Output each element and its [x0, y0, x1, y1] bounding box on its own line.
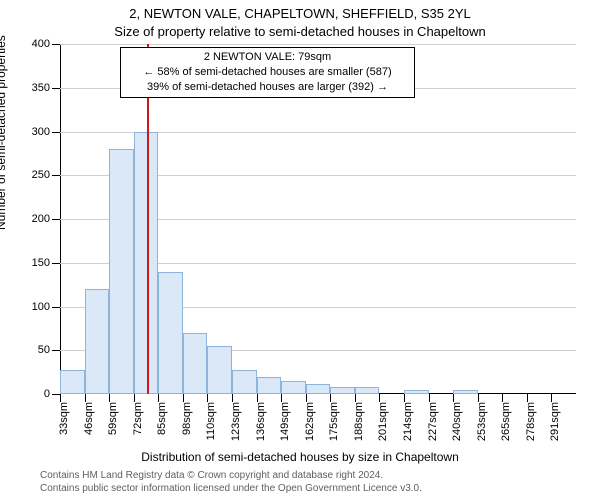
x-tick-label: 265sqm: [500, 402, 512, 441]
histogram-bar: [330, 387, 355, 394]
x-tick-label: 240sqm: [451, 402, 463, 441]
y-tick: [52, 219, 60, 220]
histogram-bar: [306, 384, 331, 395]
x-tick: [404, 394, 405, 402]
x-tick: [478, 394, 479, 402]
title-line-2: Size of property relative to semi-detach…: [0, 24, 600, 39]
histogram-bar: [60, 370, 85, 394]
annotation-box: 2 NEWTON VALE: 79sqm← 58% of semi-detach…: [120, 47, 415, 98]
plot-area: 05010015020025030035040033sqm46sqm59sqm7…: [60, 44, 576, 394]
y-tick: [52, 132, 60, 133]
x-tick: [502, 394, 503, 402]
attribution-line-2: Contains public sector information licen…: [40, 483, 580, 496]
x-tick: [527, 394, 528, 402]
x-tick: [551, 394, 552, 402]
attribution-line-1: Contains HM Land Registry data © Crown c…: [40, 470, 580, 483]
x-tick-label: 227sqm: [427, 402, 439, 441]
x-tick: [232, 394, 233, 402]
y-tick-label: 300: [20, 126, 50, 138]
x-tick-label: 59sqm: [107, 402, 119, 435]
y-tick-label: 150: [20, 257, 50, 269]
attribution-text: Contains HM Land Registry data © Crown c…: [40, 470, 580, 495]
x-tick-label: 72sqm: [132, 402, 144, 435]
x-tick-label: 253sqm: [476, 402, 488, 441]
x-axis-label: Distribution of semi-detached houses by …: [0, 450, 600, 464]
histogram-bar: [158, 272, 183, 395]
x-tick: [85, 394, 86, 402]
x-tick: [158, 394, 159, 402]
y-tick-label: 200: [20, 213, 50, 225]
x-tick-label: 214sqm: [402, 402, 414, 441]
x-tick-label: 98sqm: [181, 402, 193, 435]
y-tick-label: 100: [20, 301, 50, 313]
x-tick-label: 278sqm: [525, 402, 537, 441]
y-tick-label: 400: [20, 38, 50, 50]
x-tick: [109, 394, 110, 402]
x-tick-label: 149sqm: [279, 402, 291, 441]
x-tick: [330, 394, 331, 402]
y-tick: [52, 44, 60, 45]
y-tick: [52, 263, 60, 264]
chart-container: 2, NEWTON VALE, CHAPELTOWN, SHEFFIELD, S…: [0, 0, 600, 500]
x-tick: [60, 394, 61, 402]
x-tick: [355, 394, 356, 402]
histogram-bar: [453, 390, 478, 394]
x-tick: [257, 394, 258, 402]
x-tick-label: 123sqm: [230, 402, 242, 441]
x-tick: [453, 394, 454, 402]
x-tick: [183, 394, 184, 402]
y-tick: [52, 394, 60, 395]
y-tick-label: 350: [20, 82, 50, 94]
x-tick-label: 188sqm: [353, 402, 365, 441]
x-tick-label: 33sqm: [58, 402, 70, 435]
y-tick-label: 250: [20, 169, 50, 181]
x-tick-label: 110sqm: [205, 402, 217, 440]
x-tick: [429, 394, 430, 402]
annotation-line-1: 2 NEWTON VALE: 79sqm: [125, 50, 410, 65]
x-tick: [306, 394, 307, 402]
x-tick-label: 291sqm: [549, 402, 561, 441]
y-tick-label: 50: [20, 344, 50, 356]
histogram-bar: [257, 377, 282, 395]
y-tick: [52, 175, 60, 176]
x-tick-label: 46sqm: [83, 402, 95, 435]
y-tick-label: 0: [20, 388, 50, 400]
y-tick: [52, 307, 60, 308]
histogram-bar: [85, 289, 110, 394]
title-line-1: 2, NEWTON VALE, CHAPELTOWN, SHEFFIELD, S…: [0, 6, 600, 21]
y-axis-label: Number of semi-detached properties: [0, 35, 8, 230]
x-tick: [281, 394, 282, 402]
y-tick: [52, 88, 60, 89]
annotation-line-3: 39% of semi-detached houses are larger (…: [125, 80, 410, 95]
histogram-bar: [183, 333, 208, 394]
histogram-bar: [109, 149, 134, 394]
x-tick-label: 162sqm: [304, 402, 316, 441]
y-tick: [52, 350, 60, 351]
histogram-bar: [355, 387, 380, 394]
x-tick: [207, 394, 208, 402]
histogram-bar: [207, 346, 232, 394]
x-tick-label: 85sqm: [156, 402, 168, 435]
x-tick-label: 136sqm: [255, 402, 267, 441]
x-tick-label: 201sqm: [377, 402, 389, 441]
x-tick: [134, 394, 135, 402]
x-tick-label: 175sqm: [328, 402, 340, 441]
grid-line: [60, 44, 576, 45]
histogram-bar: [404, 390, 429, 394]
annotation-line-2: ← 58% of semi-detached houses are smalle…: [125, 65, 410, 80]
x-tick: [379, 394, 380, 402]
histogram-bar: [232, 370, 257, 395]
histogram-bar: [281, 381, 306, 394]
